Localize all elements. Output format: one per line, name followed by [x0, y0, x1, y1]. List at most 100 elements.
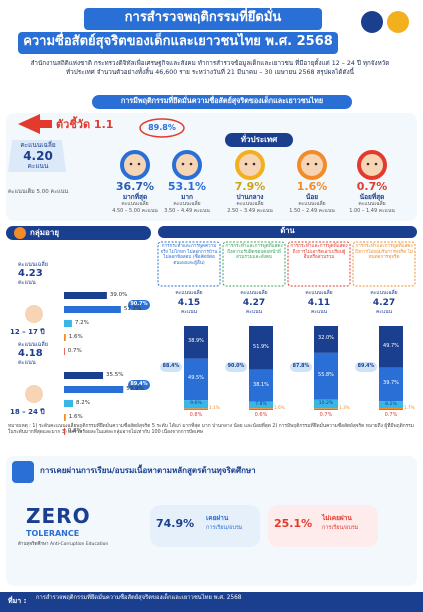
badge	[128, 300, 150, 310]
bar-label: 1.1%	[209, 405, 220, 411]
book-icon	[12, 461, 34, 483]
aspect-title-box	[222, 241, 286, 287]
stacked-bar	[184, 408, 208, 410]
avg-unit: คะแนน	[18, 360, 36, 366]
face-icon	[297, 150, 327, 180]
stat-sub: การเรียน/อบรม	[206, 525, 243, 531]
person-icon	[25, 385, 43, 403]
face-icon	[357, 150, 387, 180]
face-eye	[252, 162, 256, 166]
level-range-label: คะแนนเฉลี่ย	[358, 201, 386, 207]
bar-label: 0.8%	[189, 412, 203, 418]
bar	[64, 400, 74, 407]
level-range-label: คะแนนเฉลี่ย	[121, 201, 149, 207]
aspect-title: การกระทำและการพูดความจริง ไม่โกหก ไม่ลอก…	[160, 244, 218, 267]
title-box	[18, 32, 338, 54]
level-value: 36.7%	[115, 180, 155, 193]
bar-label: 49.7%	[383, 342, 399, 349]
level-name: น้อย	[305, 193, 319, 201]
bar	[64, 334, 66, 341]
bar-label: 32.0%	[318, 335, 334, 342]
logo-text: ต้านทุจริตศึกษา Anti-Corruption Educatio…	[18, 542, 109, 547]
bar	[64, 348, 65, 355]
bar	[64, 386, 124, 393]
bar-label: 8.2%	[385, 401, 397, 407]
bar-label: 49.5%	[188, 375, 204, 382]
stat-box	[150, 505, 260, 547]
bar-label: 51.9%	[253, 343, 269, 350]
stacked-bar	[379, 367, 403, 402]
badge-value: 89.4%	[130, 381, 148, 387]
bar	[64, 292, 107, 299]
heading-pill	[158, 226, 417, 238]
title: ความซื่อสัตย์สุจริตของเด็กและเยาวชนไทย พ…	[23, 34, 333, 49]
heading-pill	[6, 226, 151, 240]
score-badge	[8, 140, 66, 172]
avg-unit: คะแนน	[180, 309, 198, 315]
badge-value: 90.0%	[227, 364, 245, 369]
intro-text: สำนักงานสถิติแห่งชาติ กระทรวงดิจิทัลเพื่…	[30, 60, 390, 76]
stacked-bar	[249, 369, 273, 402]
stacked-bar	[314, 408, 338, 410]
panel	[6, 113, 417, 221]
bar-label: 7.2%	[74, 320, 89, 326]
bar-label: 1.3%	[339, 405, 350, 411]
heading: ด้าน	[280, 226, 295, 235]
stacked-bar	[184, 409, 208, 410]
bar	[64, 414, 66, 421]
level-range-label: คะแนนเฉลี่ย	[236, 201, 264, 207]
face-eye	[366, 162, 370, 166]
bar	[64, 372, 104, 379]
aspect-title-box	[157, 241, 221, 287]
stat-sub: การเรียน/อบรม	[322, 525, 359, 531]
logo-text: TOLERANCE	[26, 529, 80, 538]
face-icon	[120, 150, 150, 180]
footer-label: ที่มา :	[8, 597, 27, 605]
level-value: 7.9%	[234, 180, 266, 193]
avg-value: 4.20	[23, 149, 53, 163]
level-range: 3.50 – 4.49 คะแนน	[164, 208, 210, 214]
bar-label: 0.7%	[384, 412, 398, 418]
bar-label: 0.6%	[254, 412, 268, 418]
bar-label: 35.5%	[106, 372, 124, 378]
bar-label: 10.2%	[318, 401, 334, 407]
level-value: 0.7%	[356, 180, 388, 193]
badge	[290, 362, 312, 372]
bar	[64, 428, 65, 435]
stacked-bar	[184, 400, 208, 409]
level-name: ปานกลาง	[236, 193, 264, 201]
badge-value: 90.7%	[130, 301, 148, 307]
bar-label: 39.0%	[109, 292, 128, 298]
bar-label: 0.8%	[67, 428, 82, 434]
bar-label: 53.9%	[126, 386, 144, 392]
heading: การเคยผ่านการเรียน/อบรมเนื้อหาตามหลักสูต…	[40, 466, 256, 475]
bar	[64, 306, 121, 313]
aspect-title-box	[352, 241, 416, 287]
avg-label: คะแนนเฉลี่ย	[240, 290, 268, 296]
stat-value: 25.1%	[274, 517, 313, 530]
stacked-bar	[249, 409, 273, 410]
footer-bar	[0, 592, 423, 612]
title: การสำรวจพฤติกรรมที่ยึดมั่น	[124, 10, 282, 25]
aspect-title: การกระทำและการพูดที่แสดงถึงความรับผิดชอบ…	[225, 244, 283, 261]
avg-label: คะแนนเฉลี่ย	[18, 262, 48, 268]
level-range: 1.00 – 1.49 คะแนน	[349, 208, 395, 214]
avg-value: 4.15	[177, 298, 201, 308]
face-icon	[172, 150, 202, 180]
avg-unit: คะแนน	[27, 162, 49, 170]
bar-label: 1.6%	[68, 334, 83, 340]
stacked-bar	[184, 326, 208, 359]
note: หมายเหตุ : 1) ระดับคะแนนเฉลี่ยพฤติกรรมที…	[8, 424, 414, 436]
avg-value: 4.27	[372, 298, 396, 308]
badge	[160, 362, 182, 372]
avg-value: 4.27	[242, 298, 266, 308]
level-name: น้อยที่สุด	[359, 193, 385, 201]
stat-label: เคยผ่าน	[206, 514, 229, 522]
avg-unit: คะแนน	[245, 309, 263, 315]
badge-value: 87.8%	[292, 364, 310, 369]
face-eye	[129, 162, 133, 166]
avg-unit: คะแนน	[18, 280, 36, 286]
avg-label: คะแนนเฉลี่ย	[370, 290, 398, 296]
face-eye	[137, 162, 141, 166]
